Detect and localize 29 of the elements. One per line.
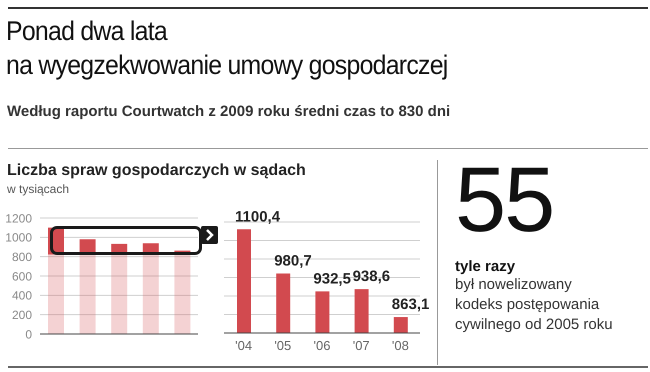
x-tick-label: '05 [274,338,292,354]
bar [142,243,159,334]
y-tick-label: 200 [12,308,32,322]
y-axis-title: w tysiącach [7,182,70,196]
x-tick-label: '04 [235,338,252,354]
bar [80,239,96,334]
text: Liczba spraw gospodarczych w sądach [7,162,306,180]
bar [111,244,128,334]
y-tick-label: 0 [25,327,32,342]
x-tick-label: '07 [352,338,370,354]
bar [48,228,64,334]
y-tick-label: 800 [12,250,32,264]
x-tick-label: '06 [314,338,330,354]
data-label: 1100,4 [235,208,281,226]
y-tick-label: 400 [12,288,32,303]
data-label: 932,5 [313,270,351,288]
bar [174,250,190,334]
data-label: 938,6 [352,268,390,286]
y-tick-label: 1200 [5,211,32,226]
chart-title: Ponad dwa lata na wyegzekwowanie umowy gospodarczej [6,15,448,82]
text: był nowelizowany kodeks postępowania cywilnego od 2005 roku [455,275,614,335]
text: 55 [455,149,554,251]
data-label: 863,1 [392,296,430,314]
data-label: 980,7 [274,252,312,270]
text: tyle razy [455,258,516,275]
x-tick-label: '08 [392,338,409,354]
text: Według raportu Courtwatch z 2009 roku średni czas to 830 dni [7,103,450,120]
y-tick-label: 1000 [5,230,32,245]
y-tick-label: 600 [12,269,32,284]
